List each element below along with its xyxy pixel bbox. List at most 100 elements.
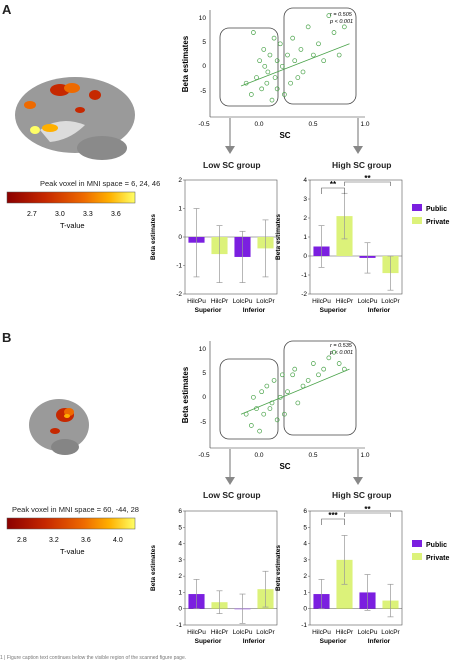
bar-category: HilcPr [336,629,354,636]
bar-ytick: 2 [303,215,307,222]
scatter-ytick: 0 [202,63,206,70]
panel-letter-b: B [2,330,12,345]
high-bar-chart-a: Beta estimates 4 3 2 1 0 -1 -2 HilcPu HilcPr LolcP… [275,174,403,314]
scatter-point [264,383,270,389]
scatter-point [267,52,273,58]
scatter-point [272,75,278,80]
colorbar-a: 2.7 3.0 3.3 3.6 T-value [6,191,136,230]
high-group-title-a: High SC group [332,160,392,170]
bar-ytick: 5 [178,524,182,531]
colorbar-b: 2.8 3.2 3.6 4.0 T-value [6,517,136,556]
scatter-point [274,417,280,423]
bar-category: HilcPu [312,629,331,636]
colorbar-label: T-value [60,221,85,230]
low-group-box [219,27,279,107]
scatter-point [277,41,283,47]
scatter-point [310,52,316,58]
scatter-xtick: 1.0 [360,452,369,459]
bar-ytick: 2 [178,573,182,580]
bar-ylabel: Beta estimates [150,214,157,260]
scatter-point [251,394,256,400]
bar-ylabel: Beta estimates [275,545,282,591]
bar-category: HilcPr [211,629,229,636]
scatter-r: r = 0.535 [330,343,353,349]
brain-image-a [15,77,135,160]
scatter-point [261,411,267,417]
scatter-point [259,389,265,395]
scatter-point [262,63,268,69]
scatter-point [271,35,277,41]
scatter-plot-a: Beta estimates 10 5 0 -5 -0.5 0.0 0.5 1.… [181,7,370,140]
low-group-title-a: Low SC group [203,160,261,170]
brain-image-b [29,399,89,455]
significance-marker: *** [328,511,338,520]
scatter-point [259,86,265,92]
bar-ytick: 4 [178,541,182,548]
scatter-point [321,58,327,64]
colorbar-tick: 2.8 [17,537,27,544]
bar-ytick: 0 [303,253,307,260]
scatter-xtick: -0.5 [198,121,210,128]
low-group-box [219,358,279,440]
figure-caption: 1 | Figure caption text continues below … [0,655,187,661]
scatter-point [321,366,327,372]
bar-ytick: -1 [176,263,182,270]
scatter-xlabel: SC [279,462,290,471]
bar-ytick: 1 [178,206,182,213]
scatter-point [285,52,290,58]
scatter-point [285,389,290,395]
scatter-point [298,47,304,52]
group-label: Superior [320,638,347,645]
scatter-r: r = 0.505 [330,12,353,18]
group-label: Superior [195,638,222,645]
bar-ytick: 2 [303,573,307,580]
bar-category: HilcPr [211,298,229,305]
bar-ytick: -1 [301,622,307,629]
scatter-point [261,47,267,52]
scatter-point [336,361,342,366]
scatter-point [254,75,259,80]
bar-category: HilcPu [187,629,206,636]
scatter-point [331,349,337,355]
scatter-ytick: 10 [199,15,207,22]
bar-ytick: 0 [303,606,307,613]
scatter-point [274,86,280,92]
scatter-ytick: -5 [200,88,206,95]
scatter-xtick: 1.0 [360,121,369,128]
scatter-xtick: 0.0 [254,121,263,128]
bar-ytick: 5 [303,524,307,531]
bar-ytick: 0 [178,606,182,613]
bar-ylabel: Beta estimates [150,545,157,591]
bar-ytick: 4 [303,541,307,548]
colorbar-tick: 4.0 [113,537,123,544]
scatter-point [295,400,301,406]
scatter-point [290,372,296,378]
bar-ytick: -1 [176,622,182,629]
scatter-ytick: -5 [200,419,206,426]
colorbar-tick: 3.6 [111,211,121,218]
scatter-xtick: 0.5 [308,452,317,459]
scatter-point [248,423,254,428]
legend-b: Public Private [412,540,449,562]
panel-letter-a: A [2,2,12,17]
trend-line [240,43,350,87]
scatter-point [248,92,254,97]
bar-ytick: 1 [178,589,182,596]
scatter-ytick: 5 [202,39,206,46]
scatter-point [279,63,285,69]
scatter-xtick: -0.5 [198,452,210,459]
scatter-point [300,69,306,75]
scatter-ytick: 0 [202,394,206,401]
bar-ytick: 1 [303,234,307,241]
scatter-point [326,13,332,18]
scatter-point [292,366,298,372]
low-bar-chart-b: Beta estimates 6 5 4 3 2 1 0 -1 HilcPu HilcPr LolcP… [150,508,278,645]
bar-ytick: -1 [301,272,307,279]
bar-ytick: -2 [176,291,182,298]
scatter-point [279,372,285,378]
scatter-point [264,80,270,86]
scatter-point [288,80,293,86]
legend-public: Public [426,542,447,549]
scatter-point [316,41,321,47]
peak-voxel-label-b: Peak voxel in MNI space = 60, -44, 28 [12,505,139,514]
